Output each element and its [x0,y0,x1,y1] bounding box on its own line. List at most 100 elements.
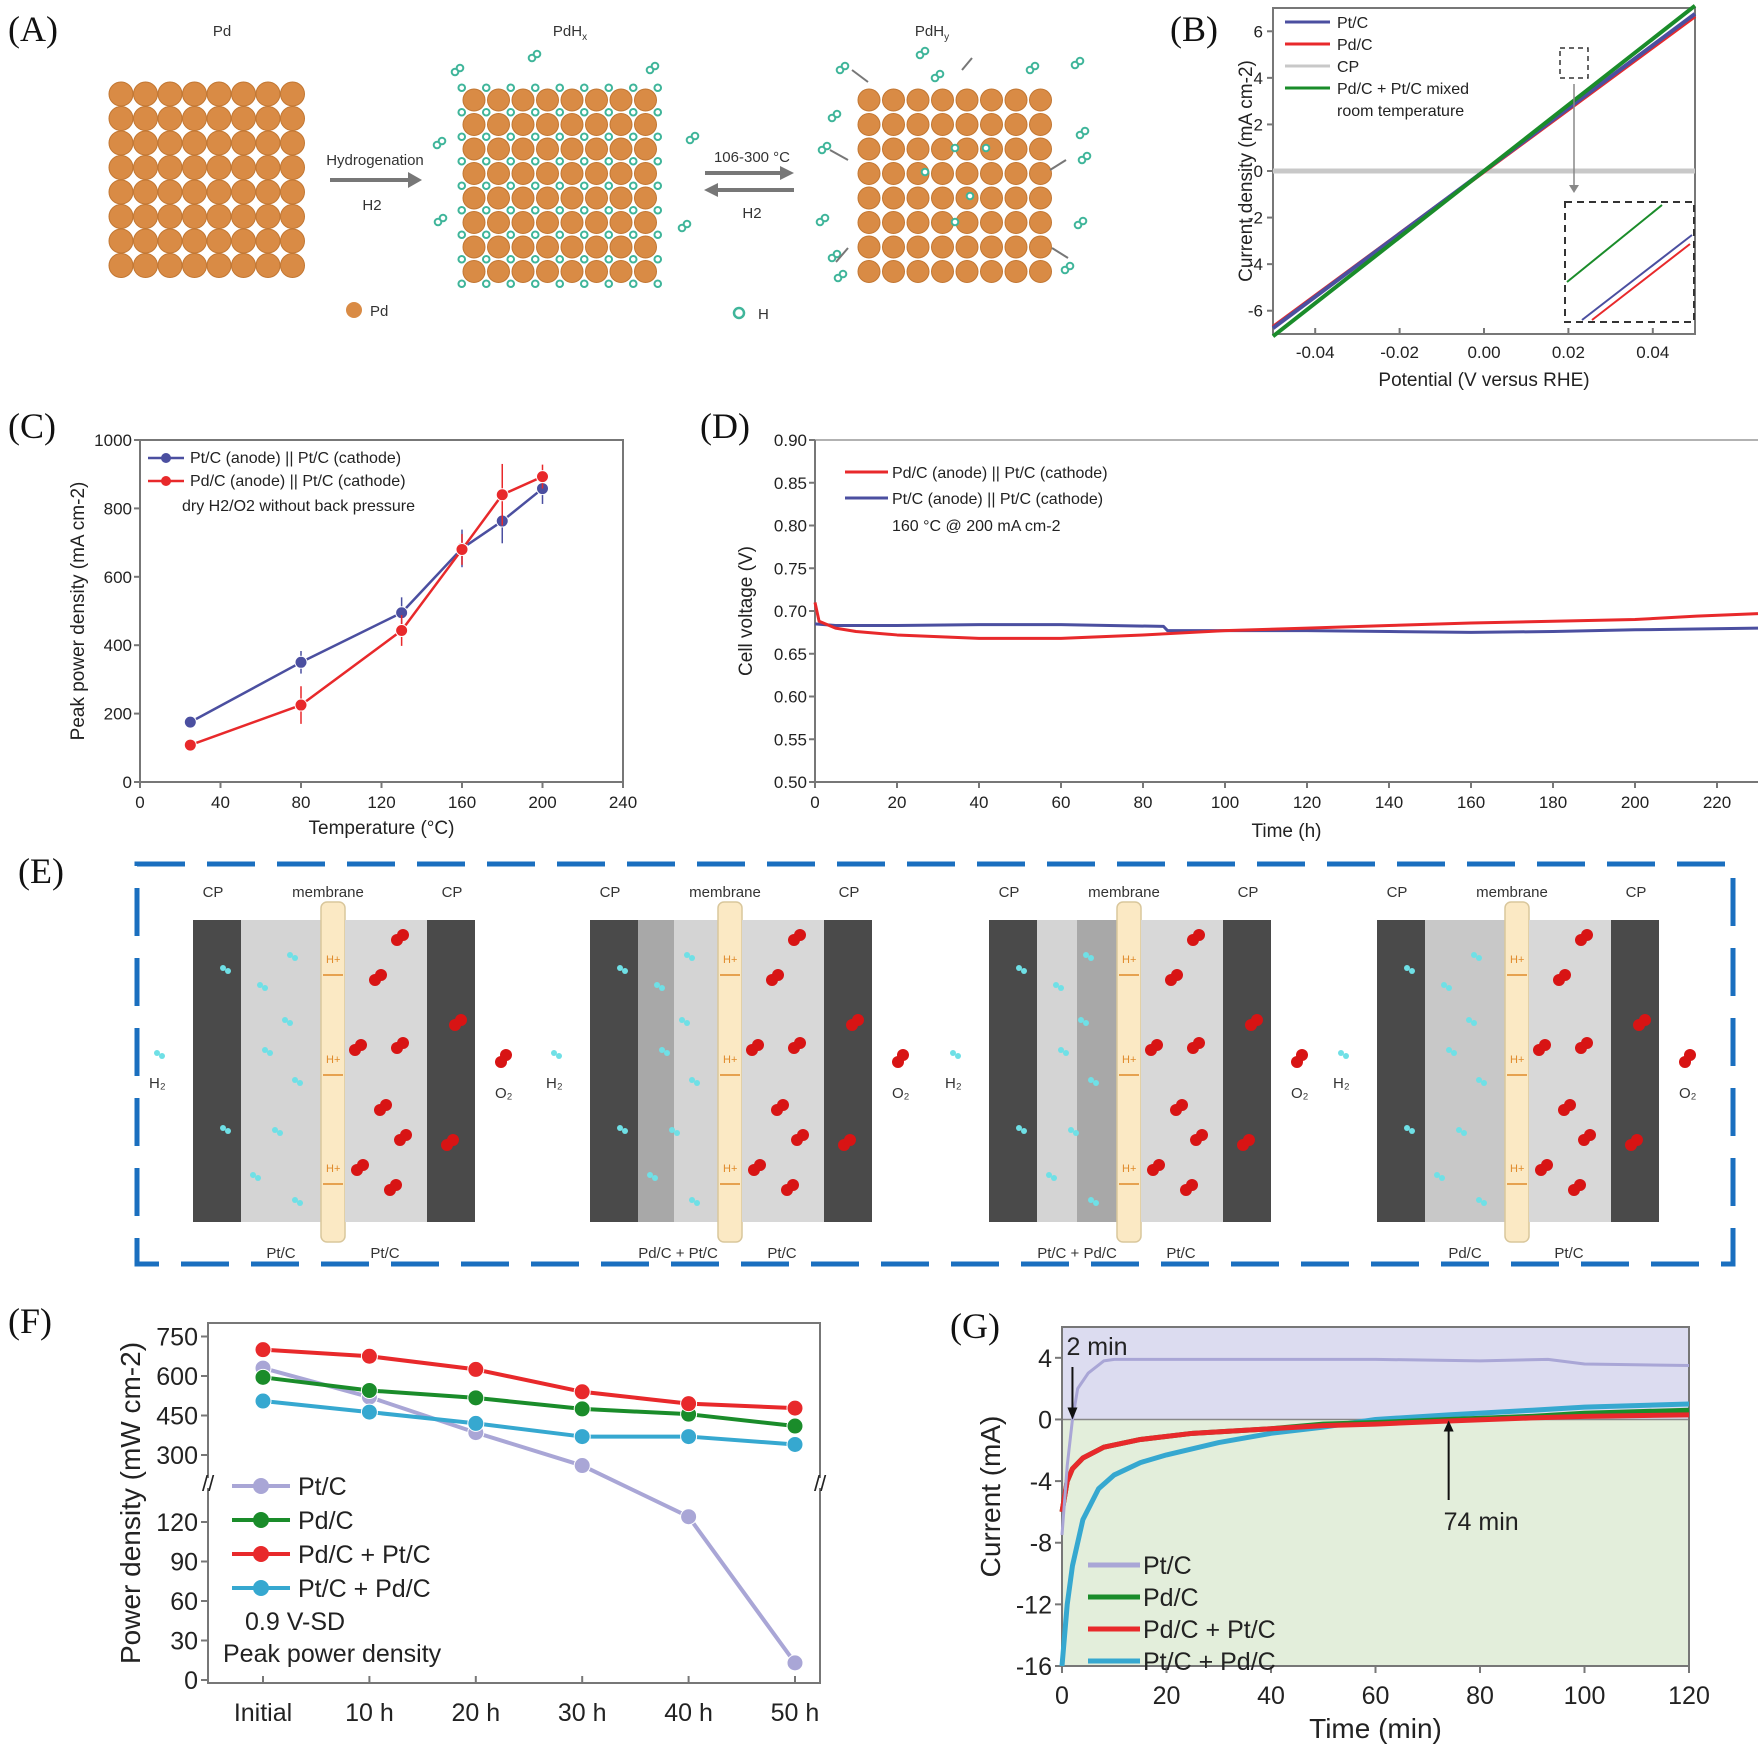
legend-pd-label: Pd [370,303,388,320]
pd-atom [560,113,584,136]
o2-molecule-icon [1584,1129,1596,1141]
proton-label: H+ [1122,1163,1136,1175]
h2-molecule-icon [1068,1127,1074,1133]
pd-atom [1004,186,1028,210]
y-tick-label: 450 [156,1403,198,1431]
pd-atom [157,228,183,254]
h2-molecule [532,49,542,59]
title-pd: Pd [213,23,231,40]
anode-layer [1425,920,1505,1222]
o2-molecule-icon [1559,969,1571,981]
h2-molecule-icon [1016,965,1022,971]
x-axis-label: Time (min) [1309,1713,1442,1744]
h2-molecule-icon [1409,968,1415,974]
h2-molecule-icon [1476,955,1482,961]
pd-atom [980,211,1003,234]
h-atom [506,279,516,289]
h2-molecule [1075,56,1085,66]
legend-label: Pd/C [298,1507,354,1535]
x-tick-label: 10 h [345,1699,394,1727]
h-atom [579,205,589,215]
x-tick-label: 120 [1293,793,1321,812]
y-tick-label: 300 [156,1442,198,1470]
pd-atom [931,88,954,112]
pd-atom [585,235,608,259]
fuel-cell-schematic: CP membrane CP H+ H+ H+ H₂ O₂ Pd/C + Pt/C Pt/C [546,884,910,1262]
pd-atom [133,130,158,156]
h2-molecule-icon [1088,955,1094,961]
legend-label: Pt/C (anode) || Pt/C (cathode) [190,450,401,467]
h-atom [579,83,589,93]
h-atom [555,132,565,142]
h-atom [530,156,540,166]
o2-molecule-icon [1251,1014,1263,1026]
h2-molecule-icon [1451,1050,1457,1056]
h2-molecule-icon [297,1200,303,1206]
pd-atom [634,88,657,112]
h2-molecule-icon [1016,1125,1022,1131]
h2-inlet-icon [551,1050,557,1056]
x-tick-label: 120 [367,793,395,812]
h2-molecule-icon [225,968,231,974]
cathode-layer [1141,920,1223,1222]
h2-molecule-icon [220,1125,226,1131]
h2-molecule-icon [267,1050,273,1056]
x-tick-label: Initial [234,1699,292,1727]
x-tick-label: 0.02 [1552,343,1585,362]
fuel-cell-schematic: CP membrane CP H+ H+ H+ H₂ O₂ Pt/C Pt/C [149,884,513,1262]
pd-atom [182,81,207,107]
o2-molecule-icon [355,1039,367,1051]
o2-molecule-icon [1581,929,1593,941]
o2-molecule-icon [1186,1179,1198,1191]
chart-g: 0 20 40 60 80 100 120 -16 -12 -8 -4 0 4 Time (min) Cur… [975,1326,1710,1744]
pd-atom [634,186,657,210]
h2-molecule-icon [250,1172,256,1178]
h-atom [457,181,467,191]
h-atom [506,181,516,191]
h-atom [604,107,614,117]
h-atom [506,107,516,117]
x-axis-label: Temperature (°C) [309,818,455,839]
pd-atom [206,106,232,131]
h2-molecule-icon [257,982,263,988]
o2-molecule-icon [400,1129,412,1141]
x-tick-label: 0.04 [1636,343,1669,362]
data-point [360,1403,378,1421]
pd-atom [536,162,559,185]
proton-label: H+ [326,1054,340,1066]
cp-label-left: CP [203,884,224,901]
pd-atom [955,260,979,283]
o2-molecule-icon [754,1159,766,1171]
cathode-layer [742,920,824,1222]
h2-molecule-icon [1058,985,1064,991]
anode-sublayer [1077,920,1117,1222]
pd-atom [560,162,584,185]
h-atom [653,279,663,289]
h2-molecule-icon [669,1127,675,1133]
cp-label-right: CP [1626,884,1647,901]
annotation-74min: 74 min [1444,1508,1519,1536]
legend-marker [253,1546,269,1562]
pd-atom [1029,211,1052,234]
pd-atom [634,235,657,259]
arrow-right-icon [330,172,422,188]
legend-label: Pd/C + Pt/C [298,1541,431,1569]
h-atom [628,254,638,264]
h-atom [530,254,540,264]
pd-atom [133,179,158,205]
membrane [320,901,346,1243]
h-atom [481,230,491,240]
axis-break-icon: // [814,1471,827,1496]
data-point [294,655,308,669]
h-atom [481,107,491,117]
pd-atom [255,204,281,229]
cp-plate-left [590,920,638,1222]
pd-atom [955,113,979,136]
pd-atom [980,235,1003,259]
h2-molecule-icon [292,955,298,961]
pd-atom [511,137,535,161]
pd-atom [585,211,608,234]
inset-line-mixed [1566,204,1663,283]
x-tick-label: -0.04 [1296,343,1335,362]
h-atom [457,205,467,215]
